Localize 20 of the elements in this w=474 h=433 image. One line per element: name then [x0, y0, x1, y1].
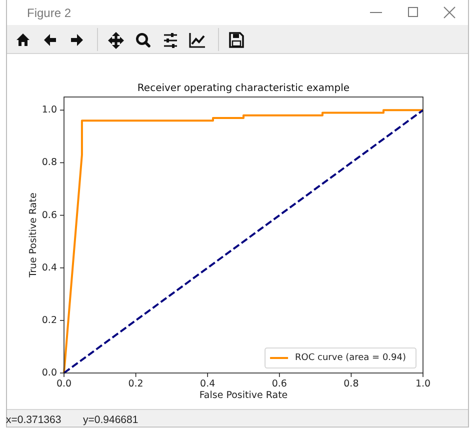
- y-tick-label: 0.2: [42, 314, 57, 326]
- y-axis-title: True Positive Rate: [28, 192, 38, 278]
- x-tick-label: 0.8: [344, 378, 359, 390]
- text: x=0.371363: [6, 414, 62, 426]
- x-tick-label: 1.0: [415, 378, 431, 390]
- x-tick-label: 0.4: [200, 378, 216, 390]
- text: y=0.946681: [83, 414, 138, 426]
- x-tick-label: 0.6: [272, 378, 287, 390]
- x-axis-title: False Positive Rate: [199, 390, 288, 400]
- y-tick-label: 0.6: [42, 210, 57, 221]
- legend-label: ROC curve (area = 0.94): [295, 353, 406, 363]
- line-series: [63, 109, 424, 374]
- y-tick-label: 1.0: [42, 104, 57, 116]
- caption: Figure 2: [27, 6, 72, 20]
- y-tick-label: 0.4: [42, 262, 57, 274]
- x-tick-label: 0.0: [56, 378, 72, 390]
- chart-title: Receiver operating characteristic example: [137, 82, 350, 94]
- y-tick-label: 0.0: [42, 368, 57, 378]
- y-tick-label: 0.8: [42, 157, 57, 168]
- x-tick-label: 0.2: [128, 378, 144, 390]
